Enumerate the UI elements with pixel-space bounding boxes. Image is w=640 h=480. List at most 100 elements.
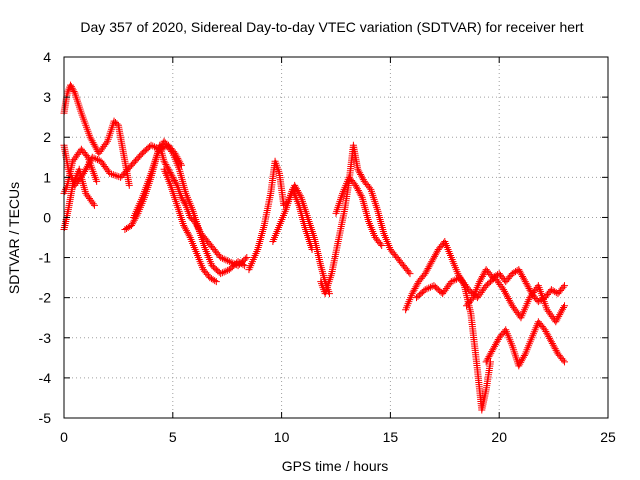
data-point <box>555 312 563 320</box>
data-point <box>378 242 386 250</box>
series-11 <box>332 173 386 250</box>
x-tick-label: 15 <box>383 429 399 445</box>
data-point <box>160 157 168 165</box>
y-tick-label: -1 <box>39 250 52 266</box>
data-point <box>222 256 230 264</box>
y-tick-label: 3 <box>43 89 51 105</box>
data-point <box>90 140 98 148</box>
data-point <box>86 133 94 141</box>
y-tick-label: 4 <box>43 49 51 65</box>
data-point <box>505 296 513 304</box>
data-point <box>556 311 564 319</box>
data-point <box>168 148 176 156</box>
data-point <box>89 139 97 147</box>
data-point <box>171 177 179 185</box>
data-point <box>178 195 186 203</box>
data-point <box>243 254 251 262</box>
data-point <box>87 135 95 143</box>
data-point <box>560 303 568 311</box>
chart-title: Day 357 of 2020, Sidereal Day-to-day VTE… <box>80 19 583 35</box>
data-point <box>501 289 509 297</box>
x-tick-label: 10 <box>274 429 290 445</box>
data-point <box>88 137 96 145</box>
x-tick-label: 5 <box>169 429 177 445</box>
data-point <box>89 200 97 208</box>
data-point <box>102 139 110 147</box>
data-point <box>171 178 179 186</box>
data-point <box>211 277 219 285</box>
data-point <box>70 87 78 95</box>
data-point <box>451 276 459 284</box>
data-point <box>91 142 99 150</box>
data-point <box>559 305 567 313</box>
data-point <box>520 352 528 360</box>
data-point <box>357 192 365 200</box>
data-point <box>109 171 117 179</box>
y-tick-label: -5 <box>39 410 52 426</box>
data-point <box>560 282 568 290</box>
series-6 <box>130 137 249 278</box>
data-point <box>405 268 413 276</box>
data-point <box>125 181 133 189</box>
x-tick-label: 0 <box>60 429 68 445</box>
data-point <box>241 262 249 270</box>
data-point <box>501 287 509 295</box>
y-tick-label: -2 <box>39 290 52 306</box>
x-tick-label: 25 <box>600 429 616 445</box>
data-point <box>83 152 91 160</box>
data-point <box>172 180 180 188</box>
data-point <box>425 284 433 292</box>
series-8 <box>245 157 333 298</box>
data-point <box>552 318 560 326</box>
data-point <box>106 169 114 177</box>
data-point <box>504 295 512 303</box>
data-point <box>560 302 568 310</box>
y-tick-label: -4 <box>39 370 52 386</box>
data-point <box>69 86 77 94</box>
data-point <box>447 278 455 286</box>
data-point <box>217 254 225 262</box>
data-point <box>218 269 226 277</box>
y-axis-label: SDTVAR / TECUs <box>6 182 22 294</box>
series-12 <box>402 238 494 414</box>
data-point <box>506 298 514 306</box>
data-point <box>167 170 175 178</box>
data-point <box>376 240 384 248</box>
data-point <box>164 164 172 172</box>
data-point <box>559 356 567 364</box>
data-point <box>507 300 515 308</box>
axes-layer: 0 5 10 15 20 25 -5 -4 -3 -2 -1 0 1 2 3 4 <box>39 49 616 445</box>
data-point <box>185 232 193 240</box>
data-point <box>222 267 230 275</box>
data-point <box>82 166 90 174</box>
y-tick-label: 0 <box>43 209 51 225</box>
data-point <box>218 254 226 262</box>
series-10 <box>317 141 414 298</box>
data-point <box>90 201 98 209</box>
data-point <box>239 261 247 269</box>
y-tick-label: 2 <box>43 129 51 145</box>
data-point <box>67 83 75 91</box>
data-point <box>502 291 510 299</box>
data-point <box>220 255 228 263</box>
series-13 <box>413 274 568 326</box>
data-point <box>225 258 233 266</box>
data-point <box>82 164 90 172</box>
data-point <box>557 309 565 317</box>
data-point <box>217 270 225 278</box>
data-point <box>94 156 102 164</box>
data-point <box>178 193 186 201</box>
data-point <box>90 154 98 162</box>
data-point <box>449 277 457 285</box>
data-point <box>224 257 232 265</box>
data-point <box>92 155 100 163</box>
data-point <box>503 293 511 301</box>
data-point <box>147 141 155 149</box>
data-point <box>560 358 568 366</box>
data-point <box>115 173 123 181</box>
data-point <box>468 295 476 303</box>
data-point <box>421 286 429 294</box>
data-point <box>92 144 100 152</box>
